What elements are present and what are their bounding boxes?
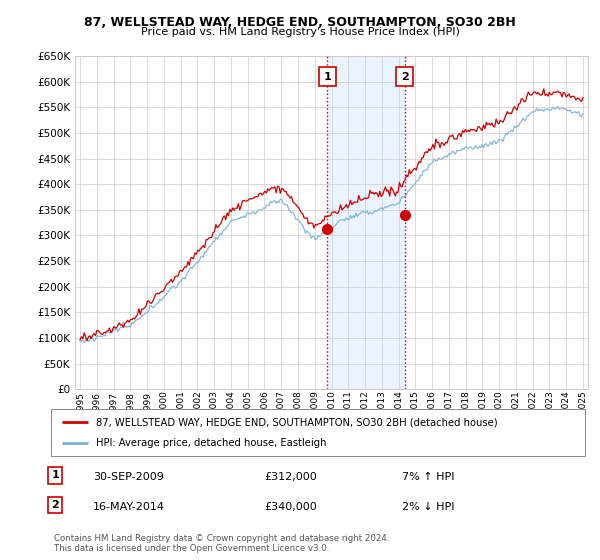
Text: Contains HM Land Registry data © Crown copyright and database right 2024.: Contains HM Land Registry data © Crown c… xyxy=(54,534,389,543)
Text: 1: 1 xyxy=(52,470,59,480)
Bar xyxy=(328,56,405,389)
Text: HPI: Average price, detached house, Eastleigh: HPI: Average price, detached house, East… xyxy=(97,438,327,448)
Text: £340,000: £340,000 xyxy=(264,502,317,512)
Text: Price paid vs. HM Land Registry's House Price Index (HPI): Price paid vs. HM Land Registry's House … xyxy=(140,27,460,37)
Text: 2: 2 xyxy=(52,500,59,510)
Text: 7% ↑ HPI: 7% ↑ HPI xyxy=(402,472,455,482)
Text: 16-MAY-2014: 16-MAY-2014 xyxy=(93,502,165,512)
Text: 1: 1 xyxy=(323,72,331,82)
Text: 2: 2 xyxy=(401,72,409,82)
Text: This data is licensed under the Open Government Licence v3.0.: This data is licensed under the Open Gov… xyxy=(54,544,329,553)
Text: 87, WELLSTEAD WAY, HEDGE END, SOUTHAMPTON, SO30 2BH (detached house): 87, WELLSTEAD WAY, HEDGE END, SOUTHAMPTO… xyxy=(97,417,498,427)
Bar xyxy=(575,56,592,389)
Text: 30-SEP-2009: 30-SEP-2009 xyxy=(93,472,164,482)
Text: 2% ↓ HPI: 2% ↓ HPI xyxy=(402,502,455,512)
Text: 87, WELLSTEAD WAY, HEDGE END, SOUTHAMPTON, SO30 2BH: 87, WELLSTEAD WAY, HEDGE END, SOUTHAMPTO… xyxy=(84,16,516,29)
Text: £312,000: £312,000 xyxy=(264,472,317,482)
